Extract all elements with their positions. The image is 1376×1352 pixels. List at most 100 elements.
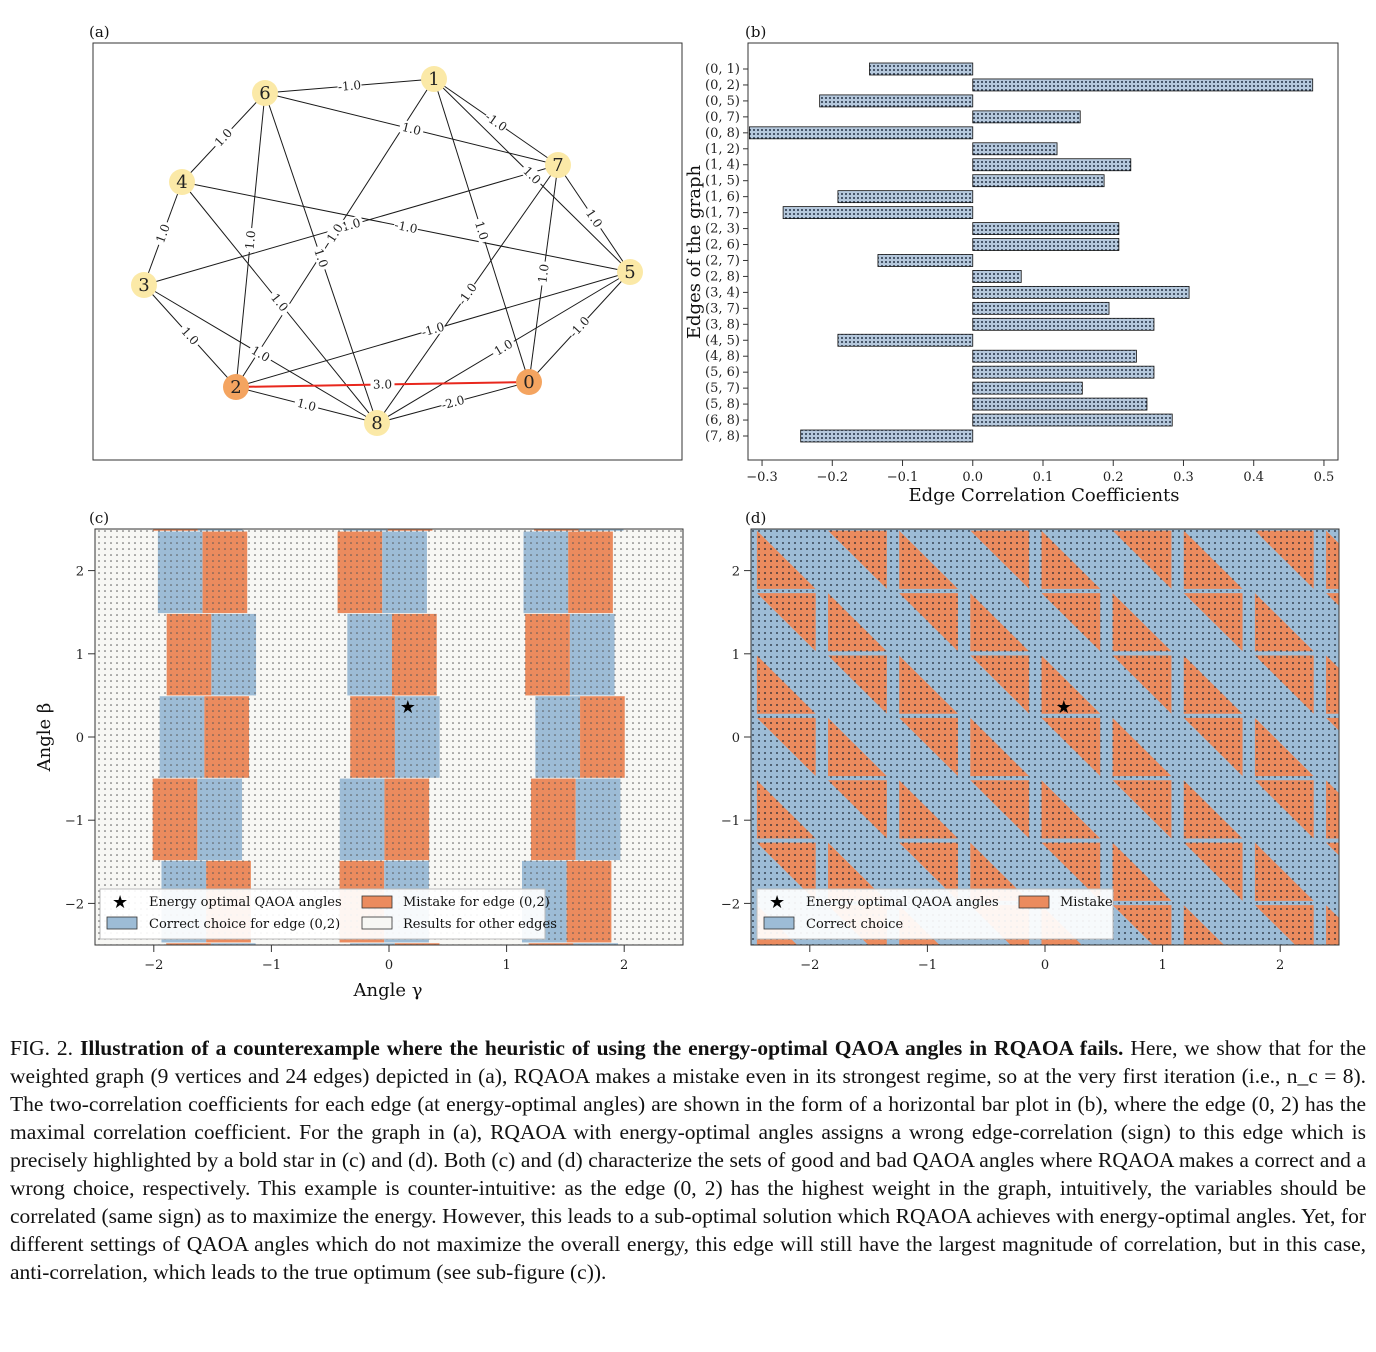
bar-3-4 (972, 285, 1190, 299)
graph-node-5 (617, 259, 643, 285)
graph-edge-label-bg (322, 219, 347, 247)
ytick-label: −1 (721, 814, 740, 829)
bar-category-label: (1, 2) (705, 142, 740, 157)
graph-node-6 (252, 80, 278, 106)
graph-edge-weight-3-7: 1.0 (340, 216, 362, 235)
legend-d-mistake-swatch (1018, 895, 1050, 909)
bar-2-3 (972, 222, 1120, 235)
heat-c-cell (197, 529, 243, 531)
graph-edge-label-bg (293, 395, 320, 414)
bar-category-label: (4, 5) (705, 333, 740, 348)
bar-category-label: (1, 7) (705, 206, 740, 221)
bar-3-8 (972, 317, 1155, 331)
xtick-label: −2 (800, 958, 819, 973)
graph-node-label-6: 6 (259, 83, 270, 104)
axes-d: −2 −1 0 1 2 2 1 0 −1 −2 (721, 565, 1285, 973)
heatmap-d: ★ (686, 529, 1339, 1010)
xtick-label: −1 (918, 958, 937, 973)
heat-c-cell (210, 943, 256, 945)
graph-node-label-7: 7 (552, 155, 563, 176)
panel-label-b: (b) (745, 23, 766, 41)
bar-1-7 (782, 206, 974, 220)
graph-edge-weight-6-2: 1.0 (243, 230, 259, 250)
heat-c-cell (578, 529, 624, 531)
graph-node-1 (421, 66, 447, 92)
bar-3-7 (972, 301, 1110, 315)
graph-edge-label-bg (489, 335, 517, 359)
bar-category-label: (2, 6) (705, 238, 740, 253)
ytick-label: 2 (732, 565, 740, 580)
graph-node-3 (131, 272, 157, 298)
bar-xtick-label: −0.2 (816, 470, 848, 485)
graph-edge-label-bg (247, 341, 275, 366)
heat-c-cell (573, 943, 619, 945)
legend-d-mistake-label: Mistake (1060, 895, 1113, 910)
panel-label-a: (a) (89, 23, 110, 41)
graph-edge-labels: -1.0-1.01.01.0-1.01.01.01.01.01.01.01.01… (152, 78, 607, 414)
graph-edge-label-bg (398, 119, 425, 138)
graph-edge-weight-6-1: -1.0 (337, 78, 361, 94)
graph-edge-label-bg (519, 162, 546, 189)
graph-node-4 (169, 169, 195, 195)
graph-edge-label-bg (472, 216, 492, 244)
bar-ylabel: Edges of the graph (684, 165, 705, 340)
graph-edge-label-bg (566, 313, 593, 340)
graph-edge-weight-0-8: -2.0 (440, 393, 466, 413)
heat-d-dots (751, 529, 1339, 945)
bar-4-5 (837, 333, 974, 347)
bar-xtick-label: 0.2 (1103, 470, 1124, 485)
heat-d-cell (1184, 967, 1243, 1010)
graph-node-label-5: 5 (624, 262, 635, 283)
bar-category-label: (5, 6) (705, 365, 740, 380)
legend-d-correct-label: Correct choice (806, 917, 903, 932)
xtick-label: 1 (1158, 958, 1166, 973)
legend-c-other-swatch (361, 916, 393, 930)
bar-0-5 (819, 94, 974, 108)
bar-5-7 (972, 381, 1083, 395)
graph-edge-label-bg (454, 280, 480, 308)
graph-nodes: 0 1 2 3 4 5 6 7 8 (131, 66, 643, 436)
legend-d-star-label: Energy optimal QAOA angles (806, 895, 999, 910)
bar-category-label: (2, 8) (705, 269, 740, 284)
heat-d-cell (899, 967, 958, 1010)
bar-xlabel: Edge Correlation Coefficients (908, 485, 1179, 506)
bar-4-8 (972, 349, 1137, 363)
bar-0-1 (869, 62, 974, 76)
graph-edge-weight-4-5: -1.0 (393, 218, 418, 236)
caption-fig-label: FIG. 2. (10, 1036, 74, 1060)
heat-c-xlabel: Angle γ (352, 980, 422, 1001)
bar-xtick-label: −0.3 (746, 470, 778, 485)
xtick-label: 2 (1276, 958, 1284, 973)
xtick-label: 0 (385, 958, 393, 973)
bar-0-8 (749, 126, 974, 140)
heat-d-cell (686, 967, 745, 1010)
bar-2-7 (877, 254, 974, 267)
graph-edge-weight-7-0: 1.0 (535, 263, 551, 284)
legend-c-correct-swatch (106, 916, 138, 930)
bar-category-label: (2, 3) (705, 222, 740, 237)
heat-d-cell (686, 531, 745, 589)
graph-edge-weight-1-0: 1.0 (472, 219, 491, 241)
heat-d-cell (686, 718, 745, 776)
graph-edge-label-bg (242, 227, 258, 253)
heat-d-cell (1041, 967, 1100, 1010)
legend-d-correct-swatch (763, 916, 795, 930)
graph-node-label-4: 4 (176, 172, 187, 193)
graph-edge-weight-2-5: -1.0 (420, 320, 446, 340)
bar-1-4 (972, 158, 1132, 172)
bar-1-6 (837, 190, 974, 204)
ytick-label: 1 (732, 648, 740, 663)
bar-xtick-label: 0.1 (1033, 470, 1054, 485)
panel-a-frame (92, 42, 683, 461)
graph-edge-label-bg (419, 319, 447, 339)
graph-edge-weight-2-8: 1.0 (296, 396, 318, 414)
legend-c-mistake-swatch (361, 895, 393, 909)
xtick-label: 1 (502, 958, 510, 973)
bar-0-2 (972, 78, 1314, 92)
heat-c-cell (343, 529, 388, 531)
bar-category-label: (3, 7) (705, 301, 740, 316)
graph-node-label-0: 0 (523, 372, 534, 393)
legend-c: ★ Energy optimal QAOA angles Correct cho… (99, 888, 557, 940)
graph-node-0 (516, 369, 542, 395)
graph-node-label-3: 3 (138, 275, 149, 296)
